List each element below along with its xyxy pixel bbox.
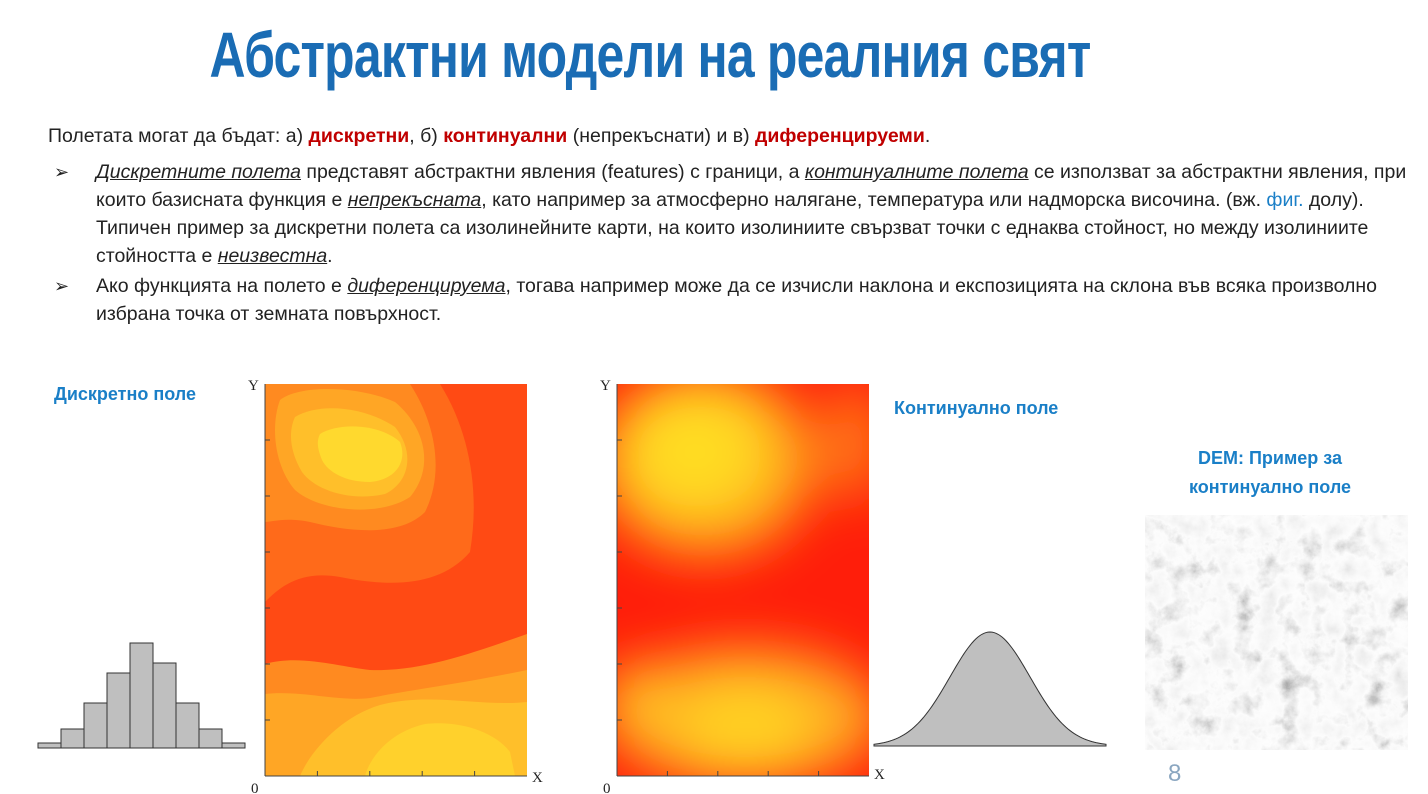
emph-text: диференцируема [347, 275, 506, 297]
intro-text: Полетата могат да бъдат: а) [48, 125, 309, 147]
page-number: 8 [1168, 760, 1182, 787]
figure-link[interactable]: фиг. [1266, 189, 1304, 211]
histogram-bar [106, 672, 131, 749]
bullet-list: ➢ Дискретните полета представят абстракт… [48, 158, 1418, 330]
bullet-text: долу). Типичен пример за дискретни полет… [96, 189, 1369, 267]
bell-curve-figure [873, 631, 1107, 747]
axis-ticks [617, 439, 820, 776]
bullet-item-2: ➢ Ако функцията на полето е диференцируе… [48, 272, 1418, 328]
histogram-bar [152, 662, 177, 749]
histogram-bar [37, 742, 62, 749]
arrow-bullet-icon: ➢ [54, 276, 70, 296]
bullet-text: , тогава например може да се изчисли нак… [96, 275, 1378, 325]
origin-label: 0 [251, 781, 259, 794]
bullet-text: се използват за абстрактни явления, при … [96, 161, 1407, 211]
emph-text: непрекъсната [347, 189, 482, 211]
bullet-text: Ако функцията на полето е [96, 275, 348, 297]
dem-image [1145, 515, 1408, 750]
term-differentiable: диференцируеми [755, 125, 925, 147]
histogram-bar [129, 642, 154, 749]
histogram-bar [60, 728, 85, 749]
label-dem: DEM: Пример за континуално поле [1188, 448, 1352, 497]
term-discrete: дискретни [308, 125, 410, 147]
histogram-bar [198, 728, 223, 749]
emph-text: неизвестна [217, 245, 328, 267]
normal-distribution-curve [873, 631, 1107, 747]
histogram-bar [175, 702, 200, 749]
histogram-bar [221, 742, 246, 749]
label-discrete-field: Дискретно поле [54, 384, 196, 404]
histogram-bars [37, 642, 246, 749]
bullet-text: . [327, 245, 333, 267]
discrete-contour-bands [265, 384, 527, 776]
discrete-field-map: Y X 0 [248, 378, 543, 794]
label-continuous-field: Континуално поле [894, 398, 1059, 418]
bullet-text: , като например за атмосферно налягане, … [481, 189, 1267, 211]
y-axis-label: Y [248, 378, 259, 394]
y-axis-label: Y [600, 378, 611, 394]
page-title: Абстрактни модели на реалния свят [209, 19, 1092, 91]
origin-label: 0 [603, 781, 611, 794]
emph-text: континуалните полета [804, 161, 1029, 183]
bullet-text: представят абстрактни явления (features)… [300, 161, 805, 183]
intro-paragraph: Полетата могат да бъдат: а) дискретни, б… [48, 122, 1418, 150]
emph-text: Дискретните полета [96, 161, 301, 183]
intro-text: . [924, 125, 931, 147]
continuous-field-map: Y X 0 [600, 378, 885, 794]
histogram-figure [37, 642, 246, 749]
histogram-bar [83, 702, 108, 749]
term-continuous: континуални [443, 125, 568, 147]
intro-text: , б) [409, 125, 444, 147]
x-axis-label: X [532, 770, 543, 786]
arrow-bullet-icon: ➢ [54, 162, 70, 182]
x-axis-label: X [874, 767, 885, 783]
axis-ticks [265, 439, 476, 776]
bullet-item-1: ➢ Дискретните полета представят абстракт… [48, 158, 1418, 270]
intro-text: (непрекъснати) и в) [567, 125, 756, 147]
continuous-gradient [617, 384, 869, 776]
